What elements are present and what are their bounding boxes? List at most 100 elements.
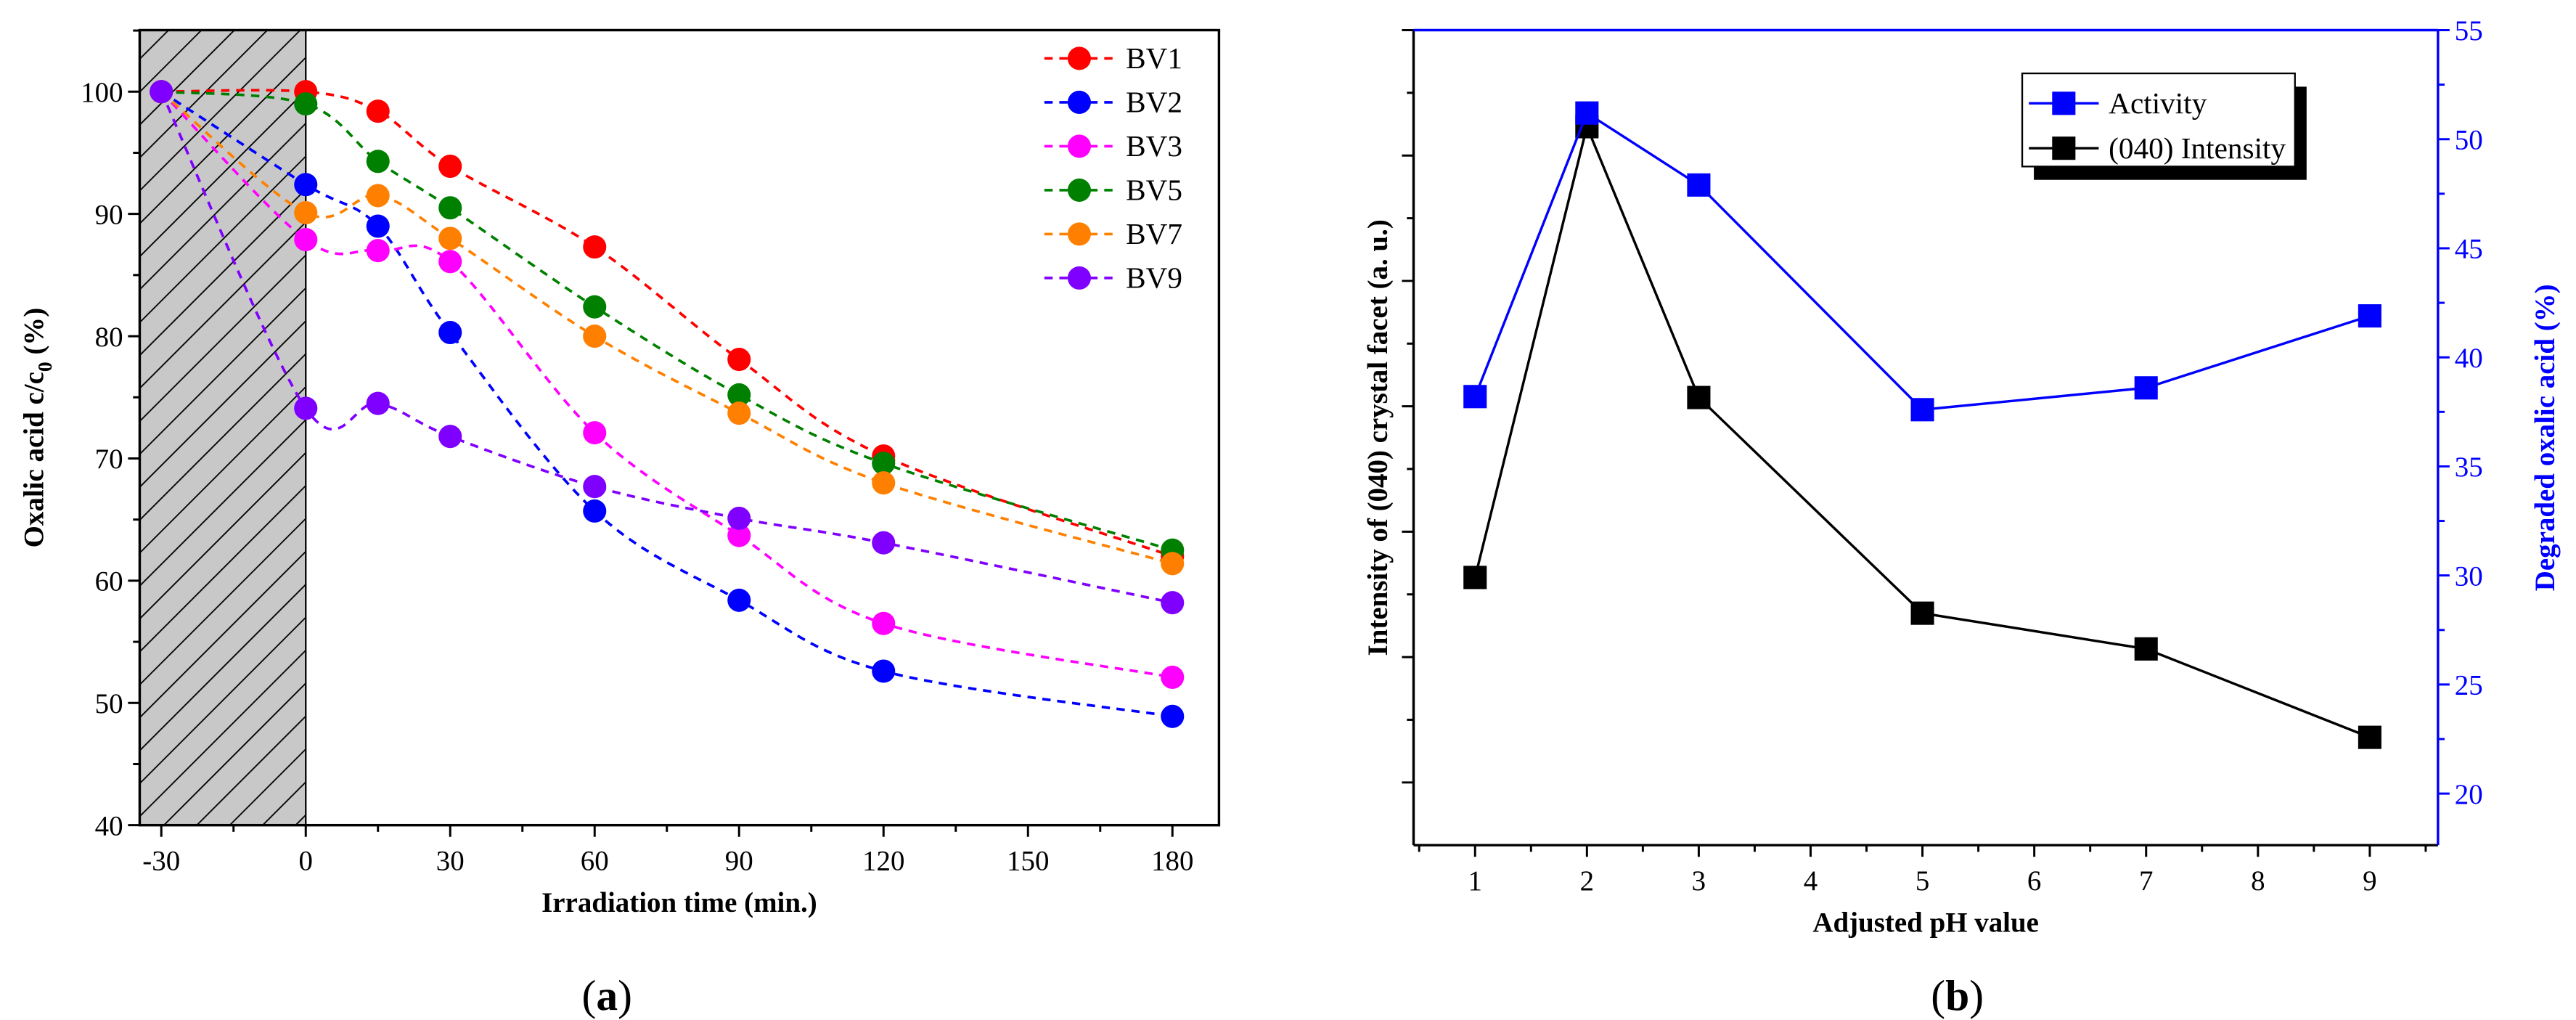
legend-label: BV9	[1126, 261, 1182, 295]
x-axis-label: Irradiation time (min.)	[541, 887, 817, 918]
right-tick-label: 35	[2455, 452, 2483, 483]
y-tick-label: 60	[95, 566, 123, 597]
data-point	[438, 250, 462, 274]
data-point	[366, 150, 390, 174]
data-point	[727, 506, 751, 531]
right-tick-label: 50	[2455, 124, 2483, 155]
x-tick-label: 120	[862, 846, 904, 877]
x-tick-label: 8	[2251, 865, 2265, 897]
data-point	[1161, 591, 1185, 615]
data-point	[1910, 601, 1934, 625]
data-point	[366, 184, 390, 208]
right-tick-label: 30	[2455, 560, 2483, 592]
legend-label: BV7	[1126, 217, 1182, 250]
right-axis-label: Degraded oxalic acid (%)	[2530, 284, 2561, 591]
data-point	[1161, 552, 1185, 576]
data-point	[1161, 704, 1185, 728]
data-point	[583, 235, 607, 259]
data-point	[1161, 665, 1185, 689]
data-point	[1463, 385, 1487, 409]
data-point	[583, 499, 607, 523]
x-tick-label: 4	[1804, 865, 1817, 897]
data-point	[1687, 173, 1711, 197]
x-tick-label: 30	[436, 846, 465, 877]
y-tick-label: 100	[81, 77, 123, 108]
data-point	[438, 425, 462, 449]
data-point	[583, 421, 607, 445]
data-point	[872, 471, 896, 495]
panel-label-b: (b)	[1931, 971, 1984, 1019]
series-line	[161, 90, 1173, 552]
legend-marker	[2052, 136, 2076, 160]
x-tick-label: 90	[725, 846, 753, 877]
x-tick-label: 1	[1468, 865, 1482, 897]
x-tick-label: 180	[1151, 846, 1193, 877]
right-tick-label: 25	[2455, 670, 2483, 701]
data-point	[294, 228, 318, 252]
data-point	[2134, 376, 2158, 400]
data-point	[438, 320, 462, 345]
series-line	[1473, 123, 2371, 739]
series-line	[160, 91, 1173, 604]
x-tick-label: 5	[1915, 865, 1929, 897]
data-point	[727, 588, 751, 612]
left-axis-label: Intensity of (040) crystal facet (a. u.)	[1362, 219, 1394, 656]
right-tick-label: 20	[2455, 779, 2483, 810]
data-point	[1687, 385, 1711, 409]
series-line	[161, 89, 1173, 558]
y-tick-label: 40	[95, 810, 123, 841]
legend-label: BV1	[1126, 41, 1182, 75]
data-point	[1910, 398, 1934, 422]
panel-label-a: (a)	[582, 971, 632, 1019]
right-tick-label: 45	[2455, 234, 2483, 265]
data-point	[872, 611, 896, 635]
data-point	[2134, 637, 2158, 661]
y-axis-label: Oxalic acid c/c0 (%)	[19, 308, 56, 548]
data-point	[294, 200, 318, 225]
data-point	[727, 523, 751, 547]
series-activity	[1463, 101, 2381, 422]
data-point	[438, 154, 462, 179]
data-point	[583, 325, 607, 348]
x-tick-label: 2	[1580, 865, 1594, 897]
data-point	[583, 475, 607, 499]
data-point	[727, 401, 751, 425]
data-point	[727, 348, 751, 372]
x-tick-label: 7	[2139, 865, 2153, 897]
data-point	[872, 452, 896, 476]
data-point	[1575, 101, 1599, 125]
data-point	[727, 383, 751, 407]
x-tick-label: 0	[299, 846, 313, 877]
y-tick-label: 80	[95, 322, 123, 353]
data-point	[438, 196, 462, 220]
data-point	[366, 391, 390, 415]
legend-marker	[1067, 134, 1091, 158]
legend-marker	[1067, 222, 1091, 246]
data-point	[150, 80, 173, 104]
data-point	[2358, 304, 2381, 328]
y-tick-label: 50	[95, 688, 123, 719]
plot-frame	[138, 28, 1221, 827]
x-tick-label: 60	[581, 846, 609, 877]
legend-label: BV5	[1126, 174, 1182, 207]
x-tick-label: 3	[1692, 865, 1706, 897]
legend-label: BV2	[1126, 86, 1182, 119]
x-tick-label: 9	[2363, 865, 2376, 897]
data-point	[366, 99, 390, 123]
data-point	[583, 295, 607, 319]
data-point	[366, 214, 390, 238]
legend-marker	[2052, 91, 2076, 115]
x-axis-label: Adjusted pH value	[1812, 907, 2039, 938]
x-tick-label: 150	[1007, 846, 1049, 877]
legend: Activity (040) Intensity	[2021, 72, 2307, 180]
series-BV9	[150, 80, 1185, 615]
data-point	[2358, 725, 2381, 749]
legend-marker	[1067, 90, 1091, 114]
legend-marker	[1067, 266, 1091, 290]
data-point	[438, 227, 462, 250]
series-line	[1473, 111, 2371, 412]
data-point	[1463, 566, 1487, 589]
series-intensity	[1463, 115, 2381, 749]
